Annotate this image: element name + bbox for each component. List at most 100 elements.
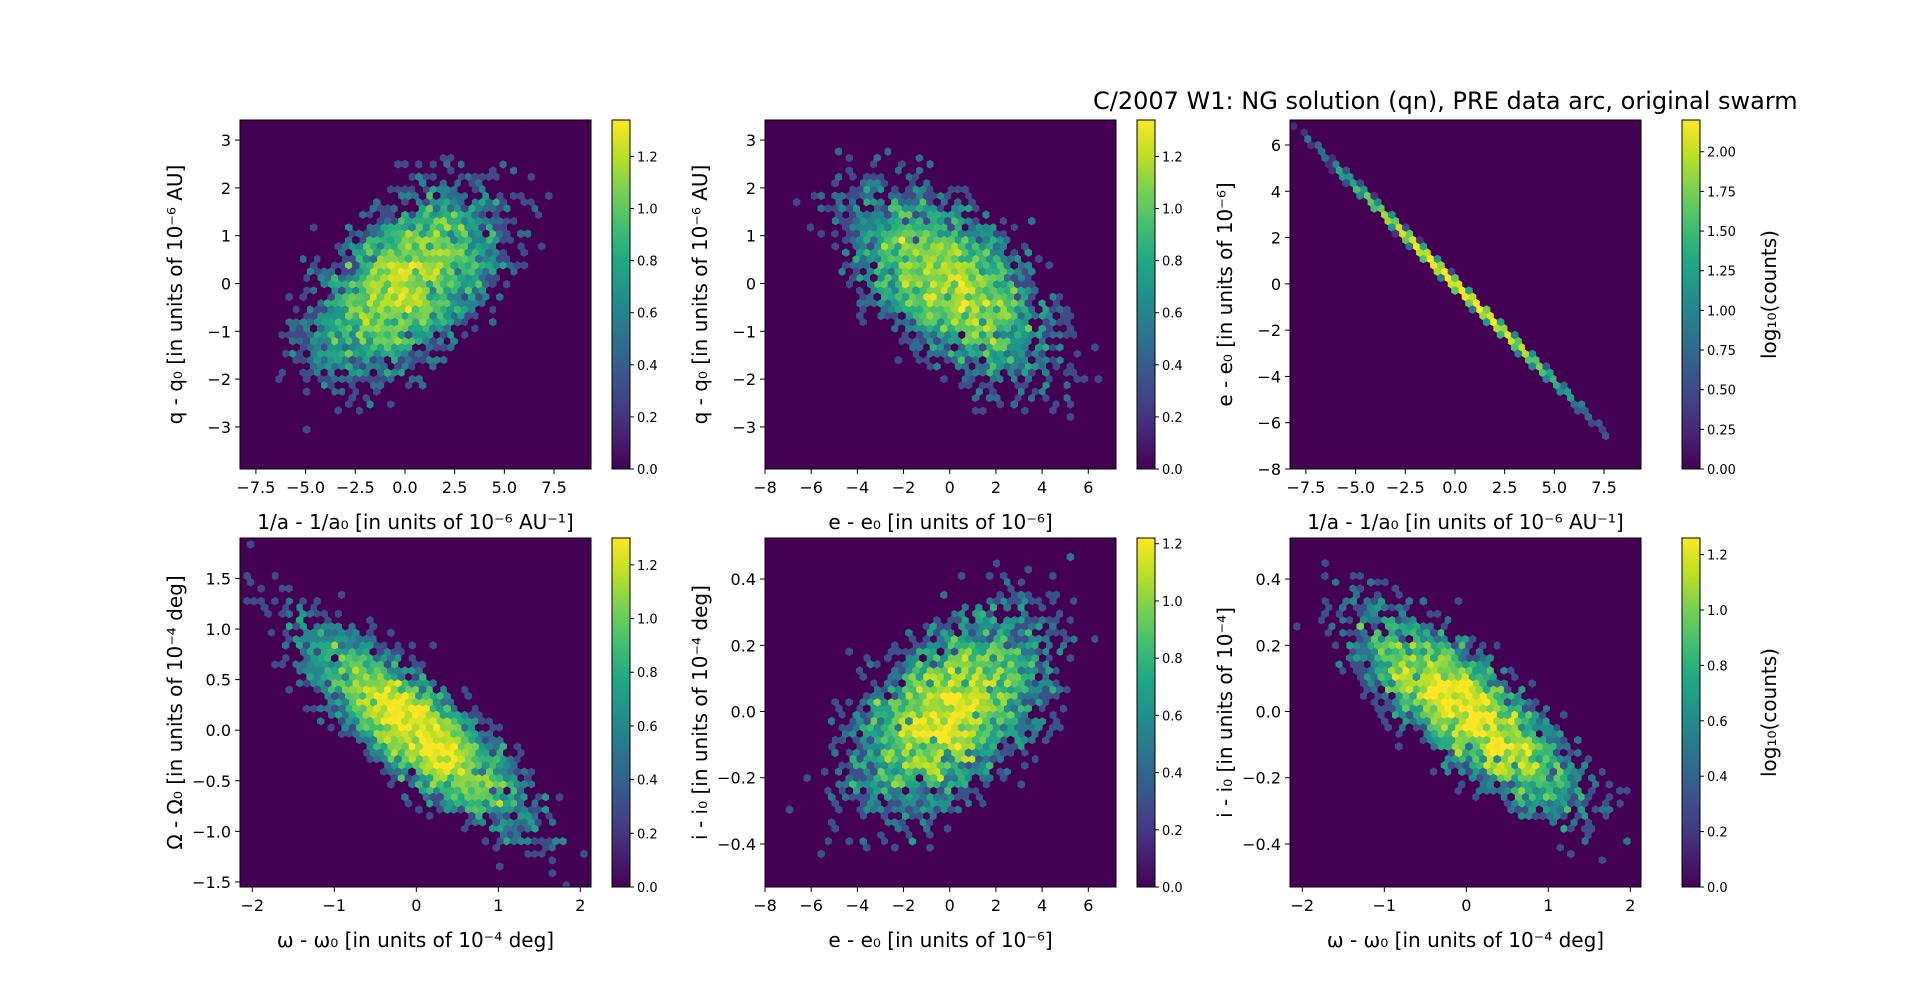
hexbin-cell bbox=[436, 780, 444, 789]
hexbin-cell bbox=[499, 792, 507, 802]
hexbin-cell bbox=[418, 254, 427, 264]
hexbin-cell bbox=[943, 824, 952, 833]
hexbin-cell bbox=[390, 685, 399, 694]
hexbin-cell bbox=[1035, 660, 1043, 669]
hexbin-cell bbox=[975, 855, 983, 865]
hexbin-cell bbox=[1468, 710, 1477, 720]
y-tick-label: −1.5 bbox=[192, 873, 231, 892]
hexbin-cell bbox=[1577, 742, 1586, 751]
hexbin-cell bbox=[313, 305, 321, 314]
hexbin-cell bbox=[1010, 374, 1018, 384]
hexbin-cell bbox=[1028, 710, 1036, 720]
hexbin-cell bbox=[481, 723, 490, 732]
hexbin-cell bbox=[302, 590, 311, 600]
hexbin-cell bbox=[380, 311, 388, 321]
hexbin-cell bbox=[1010, 273, 1018, 283]
hexbin-cell bbox=[901, 761, 910, 770]
hexbin-cell bbox=[489, 242, 497, 251]
hexbin-cell bbox=[1342, 166, 1350, 175]
hexbin-cell bbox=[1549, 792, 1557, 802]
hexbin-cell bbox=[460, 153, 469, 163]
hexbin-cell bbox=[1409, 704, 1417, 713]
hexbin-cell bbox=[912, 210, 920, 220]
hexbin-cell bbox=[369, 735, 378, 745]
hexbin-cell bbox=[803, 128, 811, 137]
hexbin-cell bbox=[1003, 362, 1011, 371]
hexbin-cell bbox=[352, 336, 360, 346]
hexbin-cell bbox=[887, 279, 896, 289]
hexbin-cell bbox=[1517, 710, 1526, 720]
hexbin-cell bbox=[827, 830, 836, 840]
hexbin-cell bbox=[820, 805, 829, 814]
hexbin-cell bbox=[982, 641, 990, 650]
hexbin-cell bbox=[359, 362, 367, 371]
hexbin-cell bbox=[1066, 412, 1075, 422]
hexbin-cell bbox=[1094, 716, 1103, 726]
hexbin-cell bbox=[915, 343, 924, 352]
hexbin-cell bbox=[957, 710, 966, 720]
hexbin-cell bbox=[894, 710, 903, 720]
hexbin-cell bbox=[460, 685, 469, 694]
hexbin-cell bbox=[1489, 786, 1498, 796]
hexbin-cell bbox=[1017, 716, 1025, 726]
hexbin-cell bbox=[1028, 773, 1036, 783]
hexbin-cell bbox=[985, 723, 994, 732]
hexbin-cell bbox=[331, 349, 339, 359]
hexbin-cell bbox=[496, 204, 504, 213]
hexbin-cell bbox=[1367, 628, 1375, 638]
hexbin-cell bbox=[302, 273, 311, 283]
hexbin-cell bbox=[1003, 792, 1011, 802]
hexbin-cell bbox=[982, 197, 990, 207]
colorbar: 0.00.20.40.60.81.01.2 bbox=[611, 119, 658, 478]
hexbin-cell bbox=[299, 330, 307, 340]
hexbin-cell bbox=[884, 298, 892, 308]
hexbin-cell bbox=[1451, 273, 1459, 283]
hexbin-cell bbox=[1381, 716, 1389, 726]
hexbin-cell bbox=[313, 368, 321, 378]
hexbin-cell bbox=[1045, 666, 1054, 675]
hexbin-cell bbox=[1465, 666, 1473, 675]
hexbin-cell bbox=[905, 830, 913, 840]
hexbin-cell bbox=[1402, 704, 1410, 713]
hexbin-cell bbox=[880, 368, 889, 378]
hexbin-cell bbox=[1381, 679, 1389, 688]
hexbin-cell bbox=[1458, 641, 1466, 650]
hexbin-cell bbox=[366, 311, 374, 321]
hexbin-cell bbox=[1038, 273, 1047, 283]
hexbin-cell bbox=[1006, 558, 1015, 568]
hexbin-cell bbox=[1049, 305, 1057, 314]
hexbin-cell bbox=[1402, 653, 1410, 663]
hexbin-cell bbox=[1384, 622, 1392, 631]
hexbin-cell bbox=[1014, 672, 1022, 682]
hexbin-cell bbox=[1028, 697, 1036, 707]
hexbin-cell bbox=[302, 704, 311, 713]
hexbin-cell bbox=[866, 229, 875, 239]
hexbin-cell bbox=[933, 628, 941, 638]
hexbin-cell bbox=[401, 603, 409, 612]
hexbin-cell bbox=[870, 223, 878, 232]
hexbin-cell bbox=[317, 603, 325, 612]
hexbin-cell bbox=[478, 792, 486, 802]
hexbin-cell bbox=[982, 780, 990, 789]
hexbin-cell bbox=[429, 261, 437, 270]
hexbin-cell bbox=[1345, 628, 1354, 638]
hexbin-cell bbox=[538, 862, 546, 871]
hexbin-cell bbox=[912, 223, 920, 232]
hexbin-cell bbox=[1038, 754, 1047, 764]
hexbin-cell bbox=[436, 729, 444, 739]
y-tick-label: −0.4 bbox=[717, 835, 756, 854]
hexbin-cell bbox=[355, 685, 364, 694]
hexbin-cell bbox=[474, 166, 483, 175]
hexbin-cell bbox=[894, 773, 903, 783]
hexbin-cell bbox=[849, 780, 857, 789]
hexbin-cell bbox=[1038, 653, 1047, 663]
hexbin-cell bbox=[397, 191, 406, 201]
hexbin-cell bbox=[246, 577, 255, 587]
hexbin-cell bbox=[306, 406, 314, 415]
hexbin-cell bbox=[1087, 641, 1096, 650]
hexbin-cell bbox=[1359, 197, 1368, 207]
hexbin-cell bbox=[422, 336, 430, 346]
hexbin-cell bbox=[873, 799, 882, 808]
hexbin-cell bbox=[1031, 653, 1039, 663]
hexbin-cell bbox=[376, 634, 385, 644]
